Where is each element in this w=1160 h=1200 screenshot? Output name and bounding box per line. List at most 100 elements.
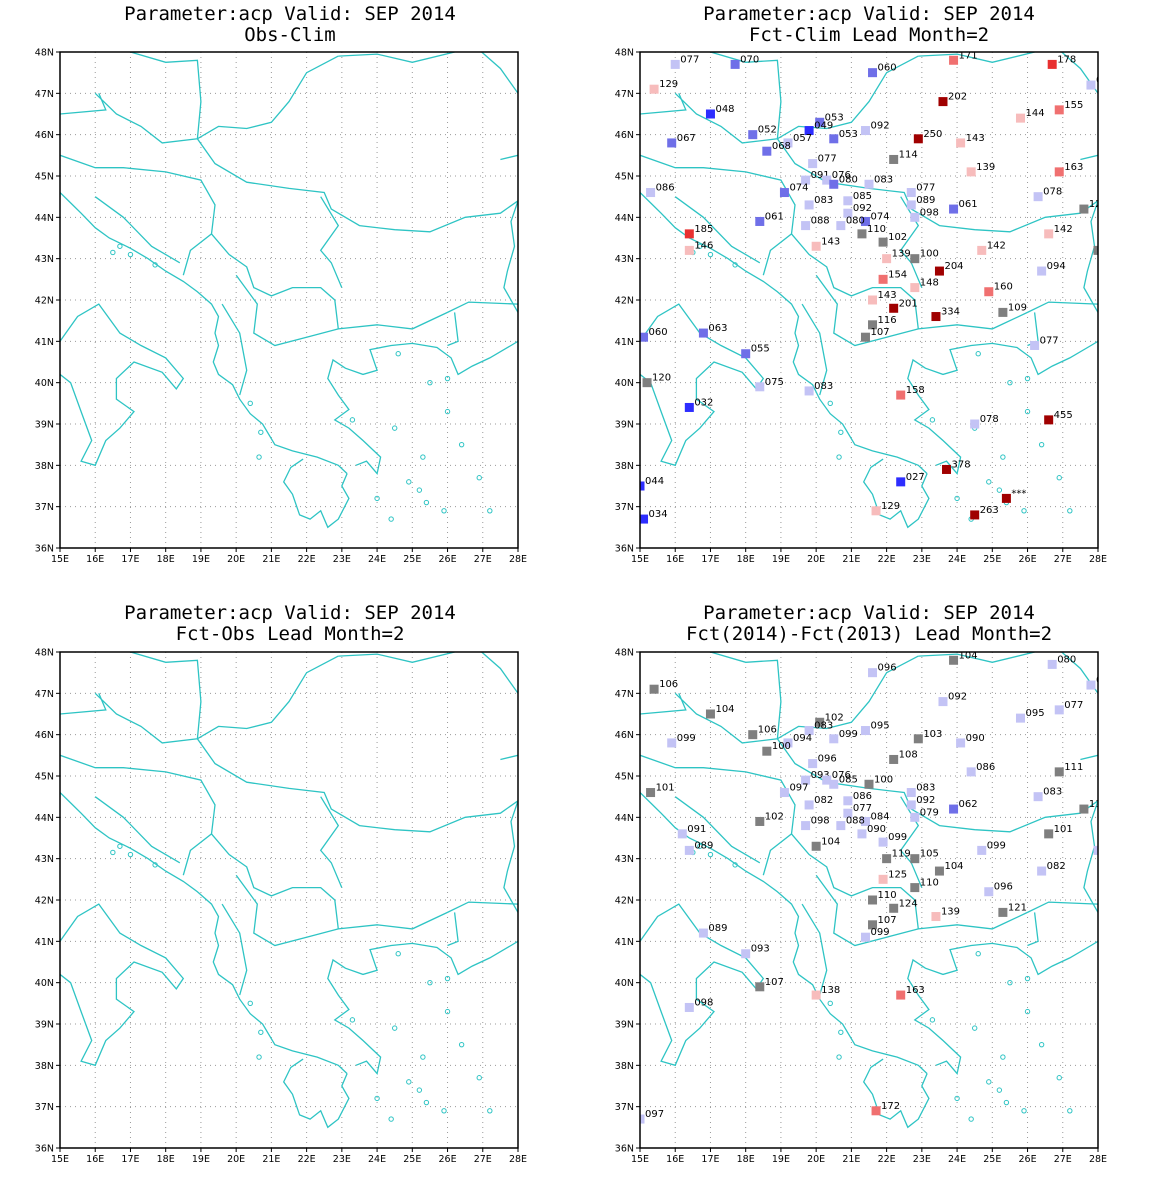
station-square	[889, 903, 899, 913]
station-marker: 085	[829, 774, 858, 789]
island	[256, 454, 262, 460]
station-square	[779, 788, 789, 798]
station-value-label: 068	[772, 141, 791, 152]
coastline	[221, 303, 248, 396]
coastline	[319, 796, 343, 888]
station-marker: 163	[1054, 162, 1083, 177]
station-square	[1037, 866, 1047, 876]
station-square	[804, 386, 814, 396]
x-tick-label: 27E	[474, 1154, 492, 1165]
island	[476, 1075, 482, 1081]
station-square	[811, 990, 821, 1000]
station-square	[882, 854, 892, 864]
station-marker: 096	[868, 663, 897, 678]
station-value-label: 120	[1089, 199, 1108, 210]
station-value-label: 104	[959, 650, 978, 661]
station-value-label: 107	[870, 327, 889, 338]
station-value-label: 101	[1054, 824, 1073, 835]
island	[152, 862, 158, 868]
station-marker: 101	[646, 783, 675, 798]
x-tick-label: 24E	[368, 1154, 386, 1165]
station-square	[931, 312, 941, 322]
station-value-label: 091	[811, 170, 830, 181]
station-value-label: 099	[888, 832, 907, 843]
station-marker: 032	[684, 397, 713, 412]
map-obs-clim: 15E 16E 17E 18E 19E 20E 21E 22E 23E 24E 25E 26E 27E 2…	[35, 48, 527, 566]
y-tick-label: 43N	[35, 254, 54, 265]
island	[349, 1017, 356, 1023]
station-value-label: 144	[1025, 108, 1044, 119]
station-value-label: 100	[874, 774, 893, 785]
station-square	[1093, 245, 1098, 255]
coastline	[319, 196, 343, 288]
y-tick-label: 48N	[615, 48, 634, 59]
station-square	[1047, 59, 1057, 69]
station-square	[1044, 829, 1054, 839]
station-marker: 116	[868, 315, 897, 330]
station-square	[843, 208, 853, 218]
station-square	[811, 241, 821, 251]
x-tick-label: 16E	[666, 554, 684, 565]
station-square	[808, 159, 818, 169]
station-value-label: 092	[853, 203, 872, 214]
station-square	[762, 746, 772, 756]
station-square	[882, 254, 892, 264]
island	[444, 1008, 451, 1015]
station-value-label: 092	[870, 121, 889, 132]
station-marker: 158	[896, 385, 925, 400]
station-square	[889, 154, 899, 164]
station-value-label: 084	[870, 811, 889, 822]
station-value-label: 160	[994, 282, 1013, 293]
station-value-label: 092	[948, 692, 967, 703]
station-value-label: 139	[976, 162, 995, 173]
station-value-label: 103	[923, 729, 942, 740]
island	[1067, 508, 1073, 514]
x-tick-label: 19E	[192, 554, 210, 565]
station-marker: 125	[878, 869, 907, 884]
station-value-label: 102	[825, 712, 844, 723]
y-tick-label: 48N	[35, 48, 54, 59]
station-value-label: 100	[920, 249, 939, 260]
island	[1038, 441, 1045, 448]
island	[117, 843, 123, 849]
station-marker: 102	[815, 712, 844, 727]
panel-title-line1: Parameter:acp Valid: SEP 2014	[703, 602, 1035, 624]
station-value-label: 060	[878, 63, 897, 74]
station-square	[667, 138, 677, 148]
station-value-label: 096	[878, 663, 897, 674]
station-marker: 099	[667, 733, 696, 748]
station-square	[1033, 192, 1043, 202]
station-value-label: 088	[811, 216, 830, 227]
station-value-label: 077	[916, 183, 935, 194]
station-marker: 088	[836, 816, 865, 831]
station-value-label: 053	[839, 129, 858, 140]
x-tick-label: 24E	[948, 1154, 966, 1165]
y-tick-label: 40N	[35, 378, 54, 389]
island	[975, 951, 981, 957]
map-frame	[59, 51, 519, 549]
station-marker: 107	[868, 915, 897, 930]
station-marker: 144	[1015, 108, 1045, 123]
island	[395, 951, 401, 957]
coastline	[815, 274, 1098, 347]
y-tick-label: 41N	[35, 337, 54, 348]
station-value-label: 129	[659, 79, 678, 90]
station-square	[748, 730, 758, 740]
coastline	[1080, 154, 1098, 161]
station-square	[878, 274, 888, 284]
y-tick-label: 46N	[35, 130, 54, 141]
station-square	[949, 804, 959, 814]
station-square	[1015, 113, 1025, 123]
station-marker: 095	[860, 721, 890, 736]
station-square	[878, 874, 888, 884]
station-value-label: 125	[888, 869, 907, 880]
station-value-label: 080	[1057, 654, 1076, 665]
coastline	[801, 303, 828, 396]
x-tick-label: 18E	[157, 554, 175, 565]
station-value-label: 163	[906, 985, 925, 996]
station-marker: 075	[755, 377, 784, 392]
station-square	[857, 229, 867, 239]
station-marker: 053	[815, 112, 844, 127]
x-tick-label: 15E	[631, 554, 649, 565]
station-square	[896, 990, 906, 1000]
